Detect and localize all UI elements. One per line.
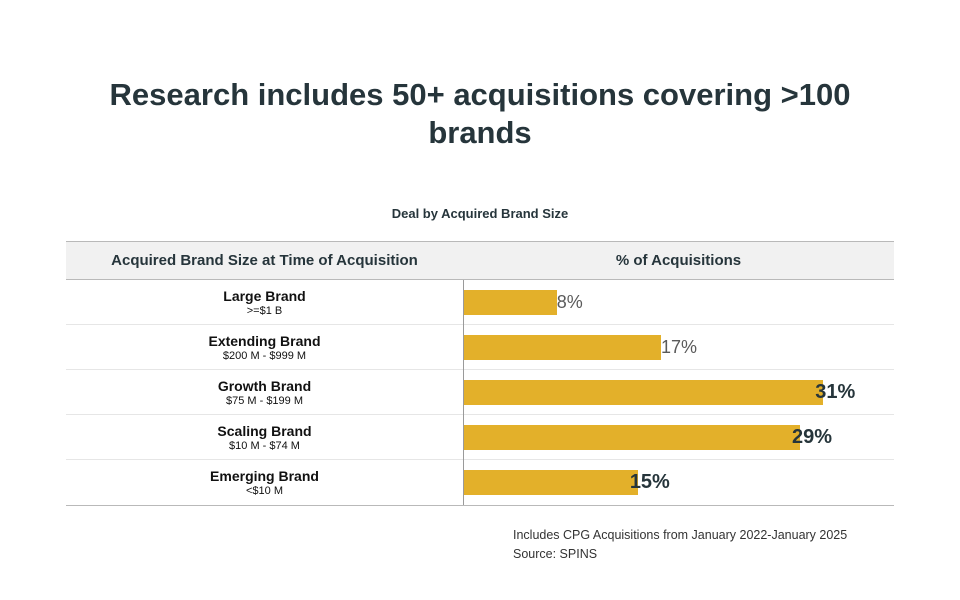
bar-scaling-brand <box>464 425 801 450</box>
table-body: Large Brand >=$1 B 8% Extending Brand $200 M… <box>66 280 894 506</box>
table-row-large-brand: Large Brand >=$1 B 8% <box>66 280 894 325</box>
table-row-growth-brand: Growth Brand $75 M - $199 M 31% <box>66 370 894 415</box>
table-row-extending-brand: Extending Brand $200 M - $999 M 17% <box>66 325 894 370</box>
bar-value-label-emerging-brand: 15% <box>629 471 670 493</box>
bar-growth-brand <box>464 380 824 405</box>
footnote: Includes CPG Acquisitions from January 2… <box>513 526 933 564</box>
brand-size-range: $75 M - $199 M <box>225 395 304 407</box>
brand-size-range: >=$1 B <box>246 305 283 317</box>
brand-size-name: Emerging Brand <box>210 468 319 484</box>
bar-value-label-large-brand: 8% <box>556 292 583 312</box>
row-divider <box>66 459 894 460</box>
brand-size-cell: Growth Brand $75 M - $199 M <box>66 370 463 415</box>
brand-size-range: $200 M - $999 M <box>222 350 307 362</box>
bar-value-label-extending-brand: 17% <box>661 337 698 357</box>
table-header: Acquired Brand Size at Time of Acquisiti… <box>66 241 894 280</box>
bar-large-brand <box>464 290 557 315</box>
row-divider <box>66 414 894 415</box>
bar-value-label-growth-brand: 31% <box>815 381 856 403</box>
column-divider <box>463 280 464 505</box>
footnote-source: Source: SPINS <box>513 547 598 561</box>
brand-size-cell: Extending Brand $200 M - $999 M <box>66 325 463 370</box>
brand-size-cell: Large Brand >=$1 B <box>66 280 463 325</box>
footnote-scope: Includes CPG Acquisitions from January 2… <box>513 528 848 542</box>
brand-size-range: <$10 M <box>246 485 283 497</box>
bar-extending-brand <box>464 335 661 360</box>
row-divider <box>66 324 894 325</box>
row-divider <box>66 369 894 370</box>
chart-title: Deal by Acquired Brand Size <box>391 206 569 221</box>
acquisitions-table: Acquired Brand Size at Time of Acquisiti… <box>66 241 894 506</box>
table-row-emerging-brand: Emerging Brand <$10 M 15% <box>66 460 894 505</box>
bar-value-label-scaling-brand: 29% <box>792 426 833 448</box>
brand-size-cell: Scaling Brand $10 M - $74 M <box>66 415 463 460</box>
brand-size-name: Large Brand <box>223 288 306 304</box>
brand-size-name: Growth Brand <box>217 378 312 394</box>
brand-size-range: $10 M - $74 M <box>229 440 300 452</box>
bar-emerging-brand <box>464 470 638 495</box>
column-header-percent: % of Acquisitions <box>615 252 742 269</box>
table-row-scaling-brand: Scaling Brand $10 M - $74 M 29% <box>66 415 894 460</box>
brand-size-name: Extending Brand <box>208 333 321 349</box>
brand-size-cell: Emerging Brand <$10 M <box>66 460 463 505</box>
brand-size-name: Scaling Brand <box>217 423 312 439</box>
page-title: Research includes 50+ acquisitions cover… <box>109 77 851 150</box>
column-header-brand-size: Acquired Brand Size at Time of Acquisiti… <box>111 252 418 269</box>
